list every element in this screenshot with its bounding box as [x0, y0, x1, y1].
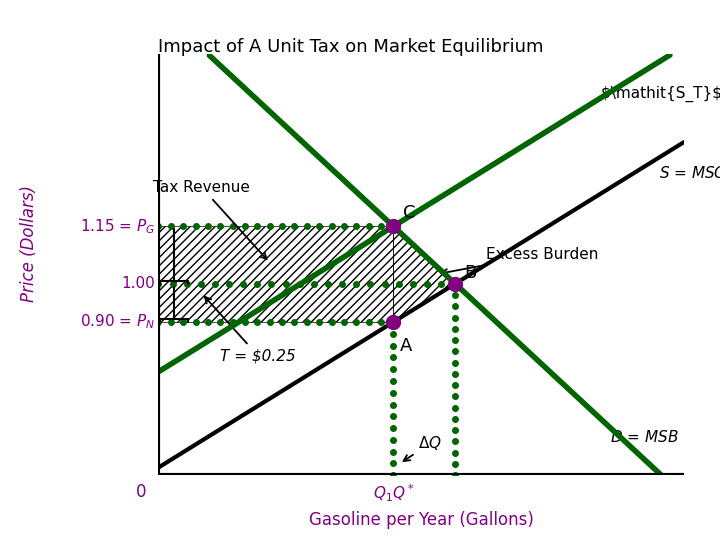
- Text: 1.15 = $\mathit{P_G}$: 1.15 = $\mathit{P_G}$: [80, 217, 156, 235]
- Text: $\mathit{Q_1}$$\mathit{Q^*}$: $\mathit{Q_1}$$\mathit{Q^*}$: [373, 483, 414, 504]
- Text: Tax Revenue: Tax Revenue: [153, 180, 266, 259]
- Text: B: B: [464, 264, 477, 282]
- Text: $\mathit{S}$ = $\mathit{MSC}$: $\mathit{S}$ = $\mathit{MSC}$: [660, 165, 720, 181]
- Text: Excess Burden: Excess Burden: [441, 247, 598, 275]
- Text: A: A: [400, 338, 412, 355]
- Text: T = $0.25: T = $0.25: [205, 297, 296, 363]
- Text: 0.90 = $\mathit{P_N}$: 0.90 = $\mathit{P_N}$: [80, 313, 156, 332]
- Text: $\mathit{D}$ = $\mathit{MSB}$: $\mathit{D}$ = $\mathit{MSB}$: [610, 429, 678, 445]
- Text: Impact of A Unit Tax on Market Equilibrium: Impact of A Unit Tax on Market Equilibri…: [158, 38, 544, 56]
- Text: $\mathit{S_T}$ = $\mathit{MSC}$ +$0.25: $\mathit{S_T}$ = $\mathit{MSC}$ +$0.25: [600, 85, 720, 102]
- Text: C: C: [402, 205, 415, 222]
- Text: 0: 0: [135, 483, 146, 501]
- Text: $\Delta Q$: $\Delta Q$: [403, 434, 442, 461]
- Text: Price (Dollars): Price (Dollars): [19, 185, 38, 301]
- Text: Gasoline per Year (Gallons): Gasoline per Year (Gallons): [309, 511, 534, 529]
- Text: 1.00: 1.00: [122, 276, 156, 291]
